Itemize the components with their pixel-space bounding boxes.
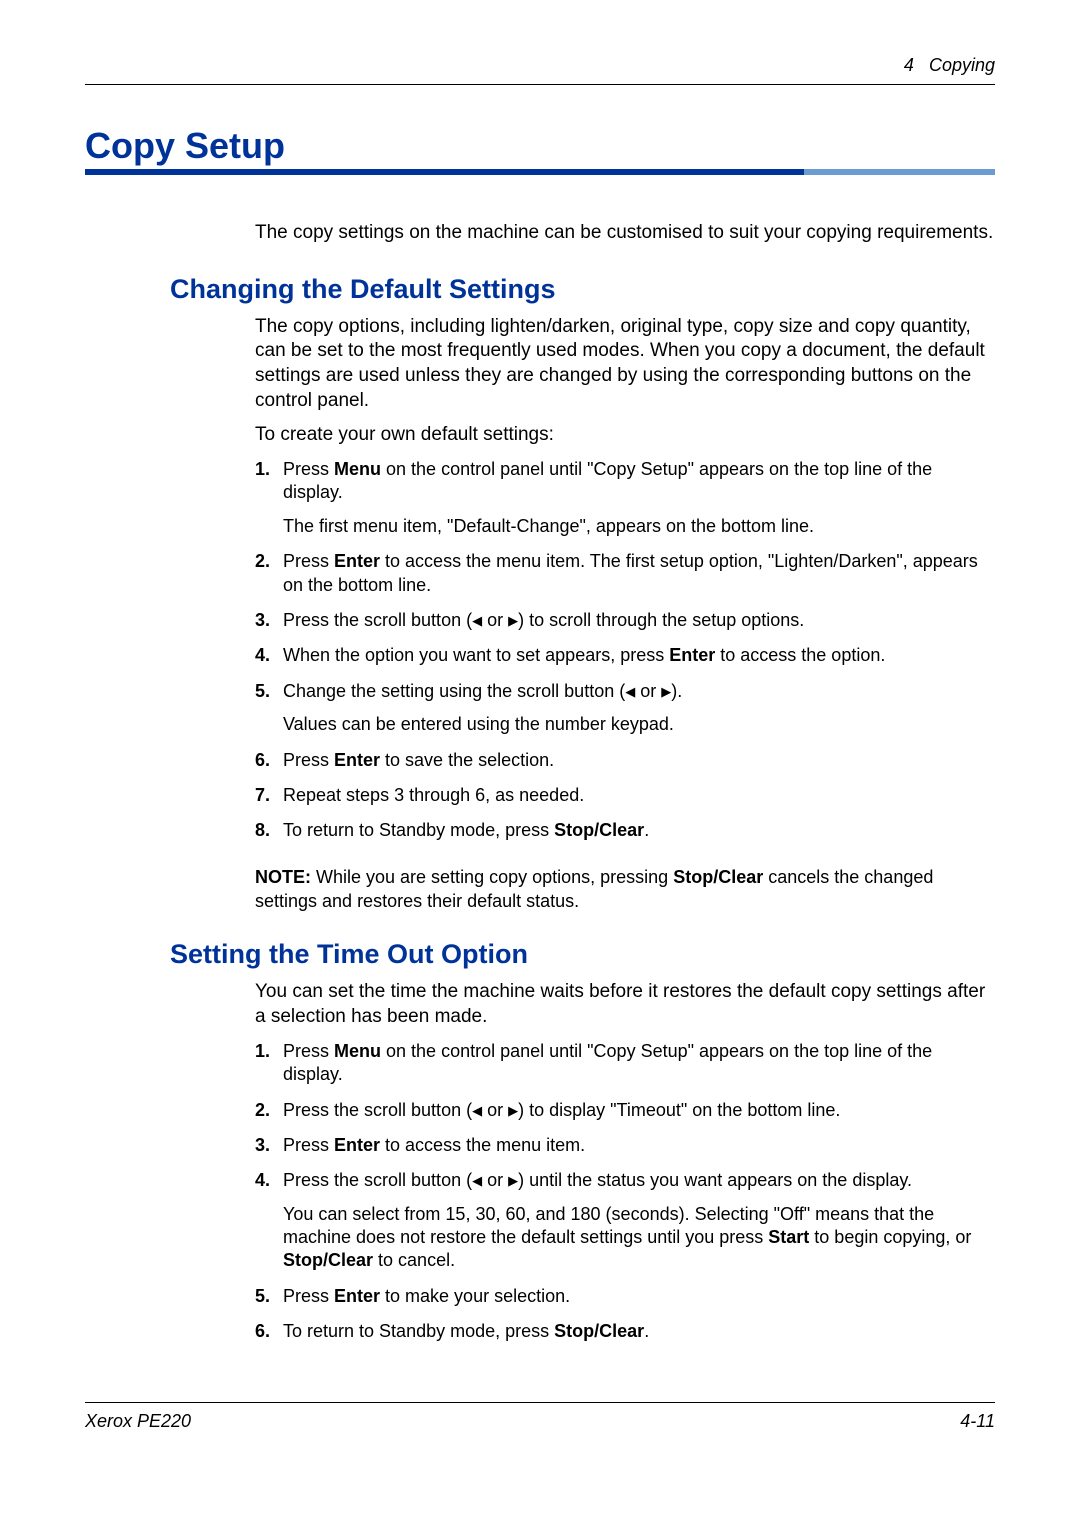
step-number: 2. <box>255 1099 270 1122</box>
section2-heading: Setting the Time Out Option <box>170 939 995 970</box>
step-number: 8. <box>255 819 270 842</box>
section1-p2: To create your own default settings: <box>255 423 995 448</box>
step-number: 6. <box>255 749 270 772</box>
step-text: Press Menu on the control panel until "C… <box>283 459 932 502</box>
page-footer: Xerox PE220 4-11 <box>85 1402 995 1432</box>
step-number: 1. <box>255 458 270 481</box>
note-block: NOTE: While you are setting copy options… <box>255 865 995 914</box>
step-number: 5. <box>255 1285 270 1308</box>
section1-p1: The copy options, including lighten/dark… <box>255 315 995 414</box>
step-text: When the option you want to set appears,… <box>283 645 885 665</box>
step-item: 3. Press Enter to access the menu item. <box>255 1134 995 1157</box>
content-region: The copy settings on the machine can be … <box>255 220 995 1344</box>
step-number: 5. <box>255 680 270 703</box>
step-item: 8. To return to Standby mode, press Stop/… <box>255 819 995 842</box>
step-item: 7. Repeat steps 3 through 6, as needed. <box>255 784 995 807</box>
step-item: 5. Change the setting using the scroll bu… <box>255 680 995 737</box>
footer-left: Xerox PE220 <box>85 1411 191 1432</box>
note-bold: Stop/Clear <box>673 867 763 887</box>
step-item: 6. Press Enter to save the selection. <box>255 749 995 772</box>
intro-paragraph: The copy settings on the machine can be … <box>255 220 995 246</box>
step-number: 6. <box>255 1320 270 1343</box>
step-item: 2. Press the scroll button (◀ or ▶) to di… <box>255 1099 995 1122</box>
step-text: Press the scroll button (◀ or ▶) to disp… <box>283 1100 840 1120</box>
step-text: Press Enter to make your selection. <box>283 1286 570 1306</box>
footer-divider <box>85 1402 995 1403</box>
step-item: 4. Press the scroll button (◀ or ▶) until… <box>255 1169 995 1273</box>
step-text: Change the setting using the scroll butt… <box>283 681 682 701</box>
step-number: 4. <box>255 644 270 667</box>
step-number: 2. <box>255 550 270 573</box>
step-text: Press the scroll button (◀ or ▶) to scro… <box>283 610 804 630</box>
step-text: Press Menu on the control panel until "C… <box>283 1041 932 1084</box>
step-item: 3. Press the scroll button (◀ or ▶) to sc… <box>255 609 995 632</box>
step-item: 1. Press Menu on the control panel until … <box>255 458 995 538</box>
step-text: Press the scroll button (◀ or ▶) until t… <box>283 1170 912 1190</box>
step-item: 5. Press Enter to make your selection. <box>255 1285 995 1308</box>
section1-steps: 1. Press Menu on the control panel until … <box>255 458 995 843</box>
step-text: Press Enter to access the menu item. The… <box>283 551 978 594</box>
header-divider <box>85 84 995 85</box>
note-pre: While you are setting copy options, pres… <box>311 867 673 887</box>
chapter-title: Copying <box>929 55 995 75</box>
step-text: Repeat steps 3 through 6, as needed. <box>283 785 584 805</box>
step-subtext: The first menu item, "Default-Change", a… <box>283 515 995 538</box>
title-underline <box>85 169 995 175</box>
step-subtext: You can select from 15, 30, 60, and 180 … <box>283 1203 995 1273</box>
step-text: Press Enter to save the selection. <box>283 750 554 770</box>
page-title: Copy Setup <box>85 125 995 167</box>
page-header: 4 Copying <box>85 55 995 76</box>
step-number: 4. <box>255 1169 270 1192</box>
step-number: 3. <box>255 1134 270 1157</box>
step-number: 3. <box>255 609 270 632</box>
step-item: 4. When the option you want to set appear… <box>255 644 995 667</box>
footer-right: 4-11 <box>960 1411 995 1432</box>
step-text: To return to Standby mode, press Stop/Cl… <box>283 820 649 840</box>
section1-heading: Changing the Default Settings <box>170 274 995 305</box>
section2-steps: 1. Press Menu on the control panel until … <box>255 1040 995 1344</box>
step-subtext: Values can be entered using the number k… <box>283 713 995 736</box>
step-item: 1. Press Menu on the control panel until … <box>255 1040 995 1087</box>
step-number: 7. <box>255 784 270 807</box>
step-number: 1. <box>255 1040 270 1063</box>
section2-p1: You can set the time the machine waits b… <box>255 980 995 1029</box>
step-item: 2. Press Enter to access the menu item. T… <box>255 550 995 597</box>
step-text: Press Enter to access the menu item. <box>283 1135 585 1155</box>
note-label: NOTE: <box>255 867 311 887</box>
step-text: To return to Standby mode, press Stop/Cl… <box>283 1321 649 1341</box>
chapter-number: 4 <box>904 55 914 75</box>
step-item: 6. To return to Standby mode, press Stop/… <box>255 1320 995 1343</box>
